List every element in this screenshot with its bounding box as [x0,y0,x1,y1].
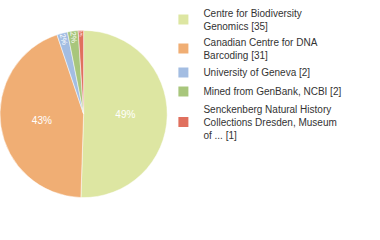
svg-text:2%: 2% [68,31,78,43]
svg-text:Senckenberg Natural HistoryCol: Senckenberg Natural HistoryCollections D… [203,104,336,141]
svg-text:Centre for BiodiversityGenomic: Centre for BiodiversityGenomics [35] [203,8,301,32]
svg-text:University of Geneva [2]: University of Geneva [2] [203,67,310,78]
svg-text:2%: 2% [58,33,70,46]
svg-text:1%: 1% [78,31,83,37]
svg-text:Canadian Centre for DNABarcodi: Canadian Centre for DNABarcoding [31] [203,37,317,61]
svg-text:Mined from GenBank, NCBI [2]: Mined from GenBank, NCBI [2] [203,86,341,97]
svg-text:49%: 49% [115,109,135,120]
svg-text:43%: 43% [32,115,52,126]
